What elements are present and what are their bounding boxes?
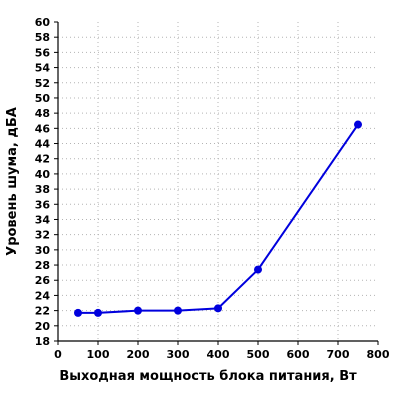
y-tick-label: 46 bbox=[35, 122, 51, 135]
data-point bbox=[174, 306, 182, 315]
x-tick-label: 0 bbox=[54, 348, 62, 361]
y-tick-label: 44 bbox=[35, 138, 51, 151]
data-point bbox=[74, 308, 82, 317]
data-series bbox=[74, 120, 362, 317]
y-tick-label: 20 bbox=[35, 320, 51, 333]
y-tick-label: 58 bbox=[35, 31, 50, 44]
x-tick-label: 100 bbox=[87, 348, 110, 361]
x-tick-label: 600 bbox=[287, 348, 310, 361]
y-tick-label: 18 bbox=[35, 335, 50, 348]
y-tick-label: 30 bbox=[35, 244, 51, 257]
y-tick-label: 32 bbox=[35, 229, 50, 242]
axes bbox=[54, 21, 379, 345]
y-tick-label: 42 bbox=[35, 153, 50, 166]
y-tick-label: 22 bbox=[35, 305, 50, 318]
data-point bbox=[354, 120, 362, 129]
tick-labels: 0 100 200 300 400 500 600 700 800 18 20 22 24 26 28 30 3… bbox=[35, 16, 390, 361]
y-tick-label: 36 bbox=[35, 198, 51, 211]
x-tick-label: 300 bbox=[167, 348, 190, 361]
y-tick-label: 28 bbox=[35, 259, 50, 272]
data-point bbox=[254, 265, 262, 274]
y-tick-label: 34 bbox=[35, 213, 51, 226]
data-point bbox=[94, 308, 102, 317]
y-tick-label: 56 bbox=[35, 46, 51, 59]
y-tick-label: 40 bbox=[35, 168, 51, 181]
y-tick-label: 52 bbox=[35, 77, 50, 90]
x-tick-label: 800 bbox=[367, 348, 390, 361]
y-tick-label: 54 bbox=[35, 62, 51, 75]
y-tick-label: 26 bbox=[35, 274, 51, 287]
y-tick-label: 48 bbox=[35, 107, 50, 120]
y-tick-label: 38 bbox=[35, 183, 50, 196]
y-tick-label: 50 bbox=[35, 92, 51, 105]
x-tick-label: 400 bbox=[207, 348, 230, 361]
x-tick-label: 700 bbox=[327, 348, 350, 361]
data-point bbox=[134, 306, 142, 315]
x-tick-label: 500 bbox=[247, 348, 270, 361]
x-tick-label: 200 bbox=[127, 348, 150, 361]
y-tick-label: 24 bbox=[35, 289, 51, 302]
y-axis-title: Уровень шума, дБА bbox=[5, 107, 20, 256]
grid-lines bbox=[58, 22, 378, 341]
x-axis-title: Выходная мощность блока питания, Вт bbox=[59, 369, 357, 384]
y-tick-label: 60 bbox=[35, 16, 51, 29]
data-point bbox=[214, 304, 222, 313]
